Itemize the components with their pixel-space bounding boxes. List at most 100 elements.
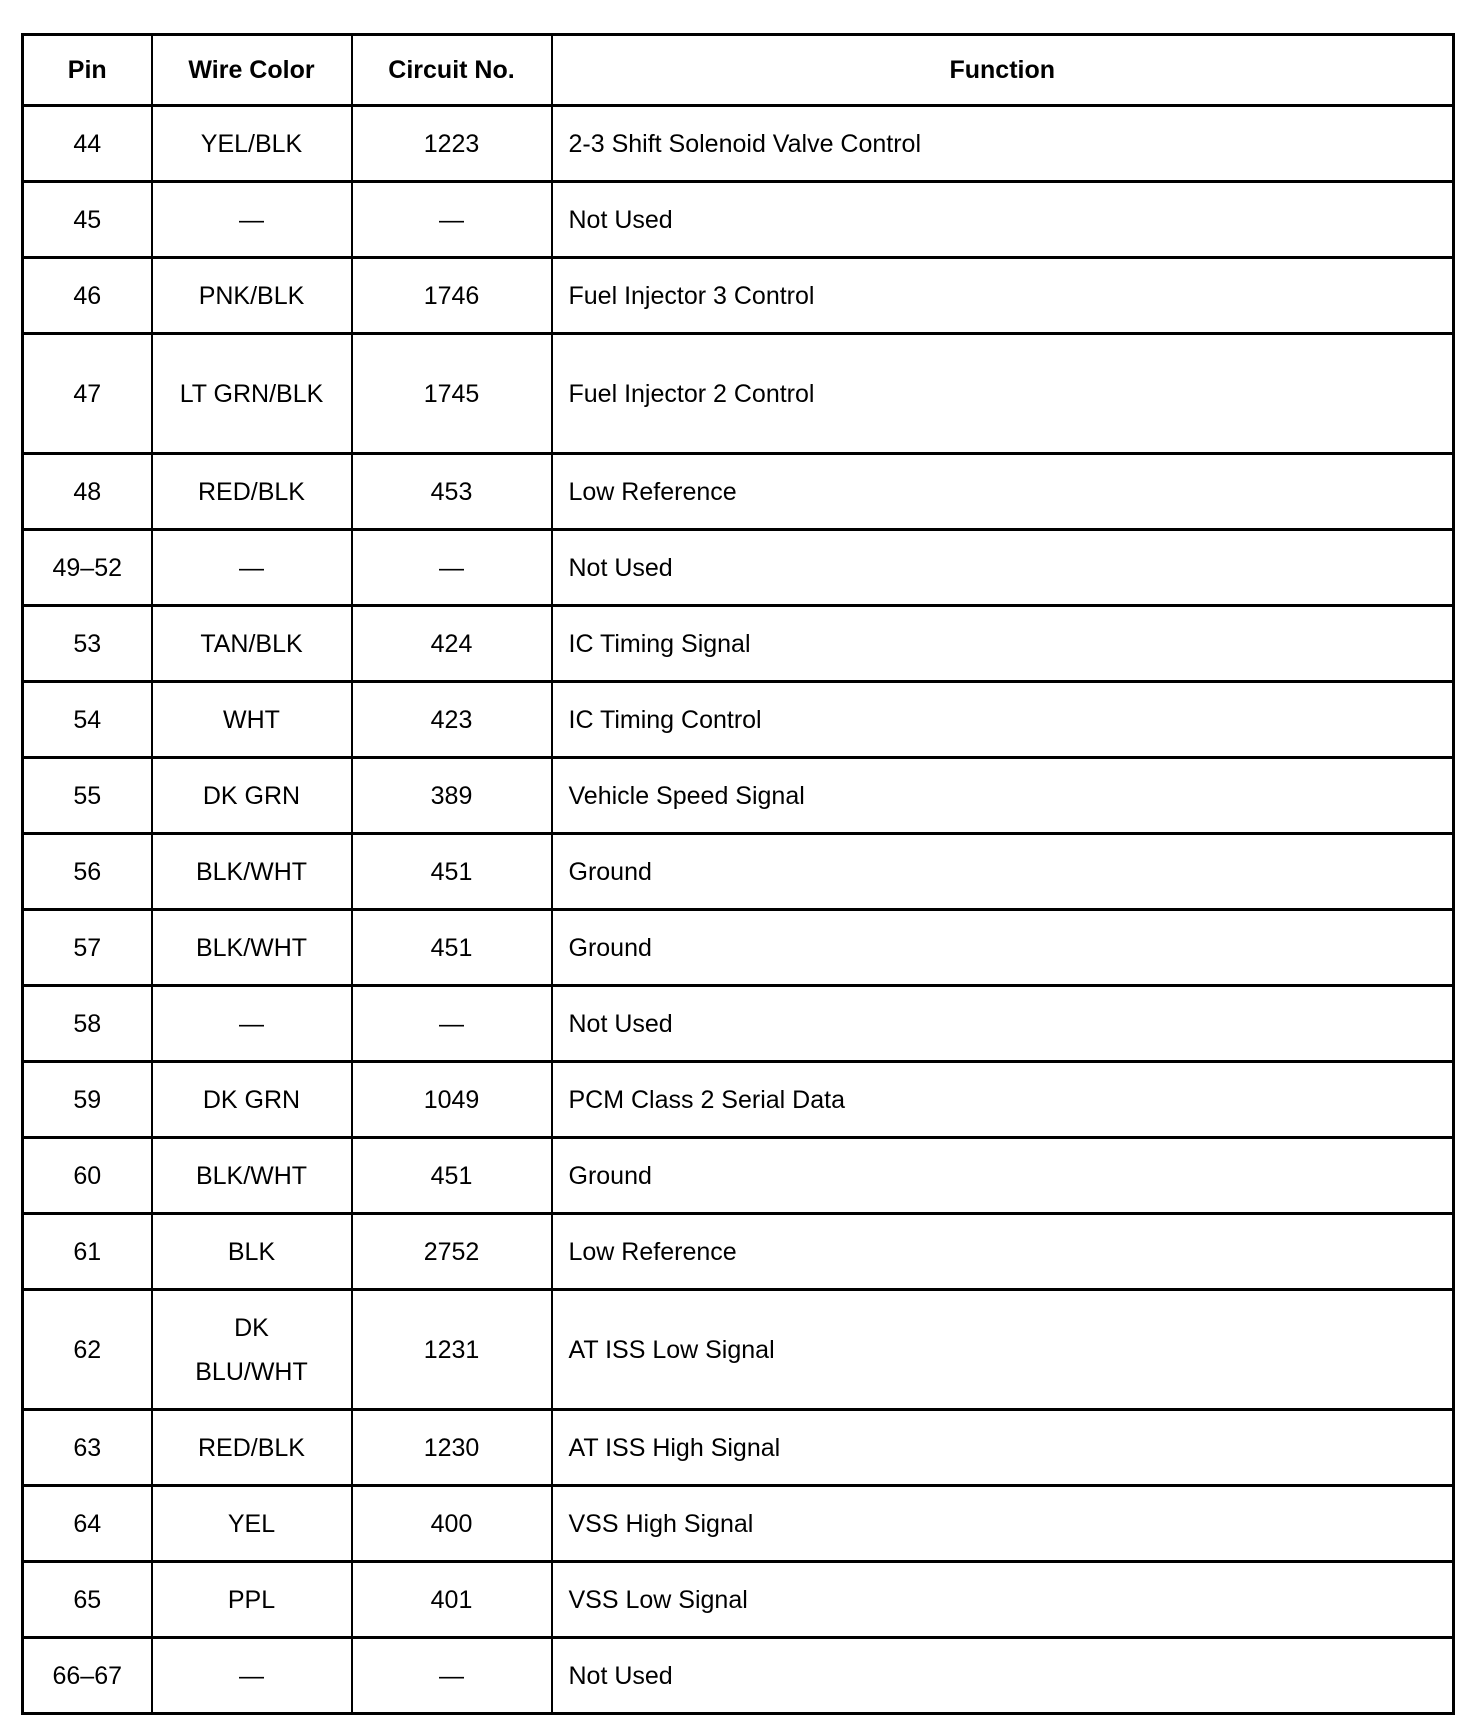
wire-color-cell: PNK/BLK [150,256,353,335]
wire-color-cell: BLK/WHT [150,1136,353,1215]
circuit-cell: 423 [350,680,553,759]
pin-cell: 58 [21,984,153,1063]
wire-color-cell: BLK/WHT [150,908,353,987]
function-cell: VSS Low Signal [550,1560,1455,1639]
circuit-cell: 451 [350,832,553,911]
wire-color-cell: LT GRN/BLK [150,332,353,455]
circuit-cell: — [350,984,553,1063]
table-row: 47 LT GRN/BLK 1745 Fuel Injector 2 Control [21,332,1455,455]
wire-color-text: WHT [223,705,280,734]
wire-color-text: RED/BLK [198,1433,305,1462]
pin-cell: 57 [21,908,153,987]
circuit-cell: — [350,180,553,259]
function-cell: Low Reference [550,1212,1455,1291]
circuit-cell: 453 [350,452,553,531]
function-cell: PCM Class 2 Serial Data [550,1060,1455,1139]
pin-cell: 49–52 [21,528,153,607]
wire-color-cell: YEL/BLK [150,104,353,183]
function-cell: 2-3 Shift Solenoid Valve Control [550,104,1455,183]
function-cell: Ground [550,832,1455,911]
wire-color-text: BLK/WHT [195,1161,308,1190]
pin-cell: 64 [21,1484,153,1563]
wire-color-text: BLK [227,1237,276,1266]
table-row: 46 PNK/BLK 1746 Fuel Injector 3 Control [21,256,1455,335]
circuit-cell: — [350,1636,553,1715]
circuit-cell: 1223 [350,104,553,183]
pin-cell: 47 [21,332,153,455]
header-function: Function [550,33,1455,107]
pin-cell: 46 [21,256,153,335]
table-row: 57 BLK/WHT 451 Ground [21,908,1455,987]
pin-cell: 54 [21,680,153,759]
table-row: 53 TAN/BLK 424 IC Timing Signal [21,604,1455,683]
header-circuit-no: Circuit No. [350,33,553,107]
table-row: 58— — Not Used [21,984,1455,1063]
function-cell: Ground [550,1136,1455,1215]
circuit-cell: 401 [350,1560,553,1639]
function-cell: Not Used [550,1636,1455,1715]
wire-color-cell: DK GRN [150,756,353,835]
circuit-cell: 451 [350,1136,553,1215]
wire-color-cell: TAN/BLK [150,604,353,683]
wire-color-text: BLK/WHT [195,857,308,886]
function-cell: AT ISS High Signal [550,1408,1455,1487]
wire-color-cell: PPL [150,1560,353,1639]
table-row: 55 DK GRN 389 Vehicle Speed Signal [21,756,1455,835]
table-row: 44 YEL/BLK 1223 2-3 Shift Solenoid Valve Co… [21,104,1455,183]
function-cell: Not Used [550,528,1455,607]
circuit-cell: 1230 [350,1408,553,1487]
wire-color-text: BLK/WHT [195,933,308,962]
table-row: 49–52— — Not Used [21,528,1455,607]
circuit-cell: 1049 [350,1060,553,1139]
table-row: 60 BLK/WHT 451 Ground [21,1136,1455,1215]
wire-color-text: YEL [227,1509,276,1538]
pin-cell: 62 [21,1288,153,1411]
table-row: 48 RED/BLK 453 Low Reference [21,452,1455,531]
header-pin: Pin [21,33,153,107]
table-row: 62 DK BLU/WHT 1231 AT ISS Low Signal [21,1288,1455,1411]
wire-color-text: DK GRN [202,1085,301,1114]
wire-color-cell: DK BLU/WHT [150,1288,353,1411]
wire-color-text: LT GRN/BLK [179,379,324,408]
wire-color-cell: — [150,528,353,607]
wire-color-cell: YEL [150,1484,353,1563]
wire-color-text: — [239,1661,264,1690]
pin-cell: 60 [21,1136,153,1215]
wire-color-text: DK GRN [202,781,301,810]
table-row: 54 WHT 423 IC Timing Control [21,680,1455,759]
wire-color-text: — [239,553,264,582]
circuit-cell: 451 [350,908,553,987]
pin-cell: 44 [21,104,153,183]
pinout-table: Pin Wire Color Circuit No. Function 44 YE… [21,33,1455,1715]
table-row: 65 PPL 401 VSS Low Signal [21,1560,1455,1639]
circuit-cell: 1745 [350,332,553,455]
table-row: 63 RED/BLK 1230 AT ISS High Signal [21,1408,1455,1487]
function-cell: Not Used [550,984,1455,1063]
wire-color-cell: BLK [150,1212,353,1291]
function-cell: Low Reference [550,452,1455,531]
wire-color-text: — [239,1009,264,1038]
wire-color-text: RED/BLK [198,477,305,506]
pin-cell: 53 [21,604,153,683]
pin-cell: 48 [21,452,153,531]
function-cell: Fuel Injector 2 Control [550,332,1455,455]
wire-color-cell: RED/BLK [150,452,353,531]
circuit-cell: 1231 [350,1288,553,1411]
pin-cell: 65 [21,1560,153,1639]
table-row: 61 BLK 2752 Low Reference [21,1212,1455,1291]
table-row: 66–67— — Not Used [21,1636,1455,1715]
pin-cell: 63 [21,1408,153,1487]
circuit-cell: — [350,528,553,607]
wire-color-text: TAN/BLK [200,629,303,658]
wire-color-text: PPL [227,1585,276,1614]
wire-color-cell: RED/BLK [150,1408,353,1487]
function-cell: Ground [550,908,1455,987]
table-row: 45— — Not Used [21,180,1455,259]
function-cell: IC Timing Signal [550,604,1455,683]
wire-color-text: YEL/BLK [200,129,303,158]
wire-color-cell: DK GRN [150,1060,353,1139]
header-wire-color: Wire Color [150,33,353,107]
function-cell: Not Used [550,180,1455,259]
function-cell: Vehicle Speed Signal [550,756,1455,835]
table-row: 56 BLK/WHT 451 Ground [21,832,1455,911]
